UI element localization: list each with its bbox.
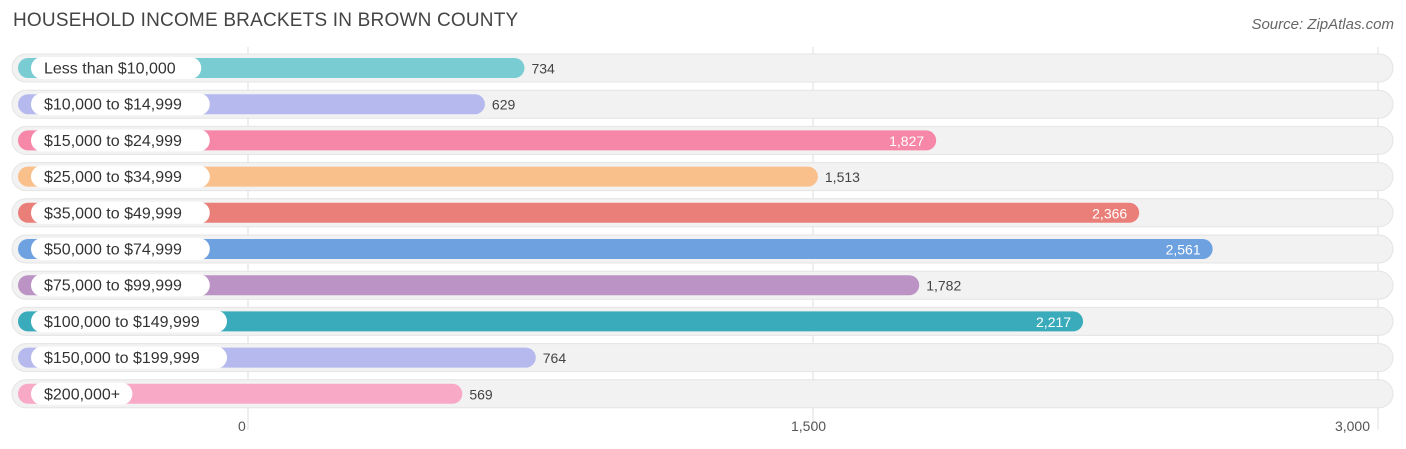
x-tick-label: 3,000 xyxy=(1335,418,1370,434)
category-pill xyxy=(31,165,210,188)
bar xyxy=(18,202,1140,223)
value-label: 2,561 xyxy=(1166,242,1201,258)
category-label: Less than $10,000 xyxy=(44,61,176,78)
category-label: $200,000+ xyxy=(44,386,120,403)
value-label: 1,827 xyxy=(889,133,924,149)
category-pill xyxy=(31,238,210,260)
source-label: Source: ZipAtlas.com xyxy=(1251,16,1394,33)
value-label: 629 xyxy=(492,97,516,113)
category-pill xyxy=(31,310,227,333)
value-label: 1,513 xyxy=(825,169,860,185)
x-tick-label: 1,500 xyxy=(791,418,826,434)
x-axis: 0 1,500 3,000 xyxy=(238,418,1370,434)
category-pill xyxy=(31,201,210,224)
bar xyxy=(18,130,937,151)
category-pill xyxy=(31,382,133,405)
value-label: 764 xyxy=(543,350,567,366)
x-tick-label: 0 xyxy=(238,418,246,434)
chart-title: HOUSEHOLD INCOME BRACKETS IN BROWN COUNT… xyxy=(13,10,519,31)
value-label: 2,366 xyxy=(1092,205,1127,221)
value-label: 2,217 xyxy=(1036,314,1071,330)
category-pill xyxy=(31,129,210,152)
bar xyxy=(18,275,920,296)
bar xyxy=(18,239,1213,259)
value-label: 1,782 xyxy=(926,278,961,294)
category-label: $35,000 to $49,999 xyxy=(44,205,182,222)
category-pill xyxy=(31,93,210,116)
category-pill xyxy=(31,57,202,79)
value-label: 569 xyxy=(469,386,493,402)
category-label: $25,000 to $34,999 xyxy=(44,169,182,186)
category-pill xyxy=(31,346,227,369)
category-label: $75,000 to $99,999 xyxy=(44,278,182,295)
category-label: $100,000 to $149,999 xyxy=(44,314,200,331)
value-label: 734 xyxy=(531,61,555,77)
category-label: $150,000 to $199,999 xyxy=(44,350,200,367)
category-label: $15,000 to $24,999 xyxy=(44,133,182,150)
category-label: $50,000 to $74,999 xyxy=(44,242,182,259)
bar-rows: Less than $10,000 734 $10,000 to $14,999 62… xyxy=(11,53,1394,409)
category-pill xyxy=(31,274,210,297)
category-label: $10,000 to $14,999 xyxy=(44,97,182,114)
bar xyxy=(18,166,818,187)
bar xyxy=(18,311,1084,332)
